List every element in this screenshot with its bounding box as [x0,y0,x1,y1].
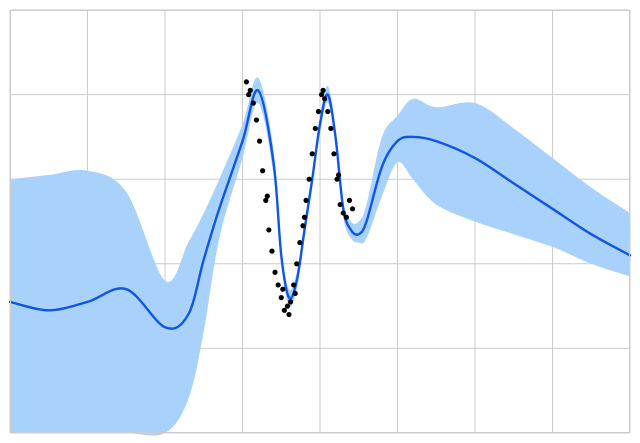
observation-point [264,193,270,199]
observation-point [286,311,292,318]
observation-point [294,261,300,267]
observation-point [312,125,318,132]
observation-point [278,295,284,301]
observation-point [247,87,253,93]
observation-point [331,151,337,157]
observation-point [275,282,281,288]
observation-point [306,176,312,182]
observation-point [281,307,287,313]
observation-point [253,117,260,123]
observation-point [300,223,306,229]
observation-point [346,197,353,203]
observation-point [322,96,328,102]
observation-points [243,79,356,318]
observation-point [334,176,340,182]
observation-point [297,240,303,246]
observation-point [243,79,249,85]
observation-point [287,299,294,305]
observation-point [269,248,275,254]
observation-point [250,100,256,106]
observation-point [266,227,272,233]
observation-point [246,92,252,98]
observation-point [349,206,356,212]
observation-point [340,210,346,216]
observation-point [284,303,291,309]
observation-point [256,138,263,144]
observation-point [272,269,278,275]
mean-prediction-line [8,89,632,330]
observation-point [263,197,269,203]
observation-point [260,168,266,174]
confidence-band [10,77,630,436]
observation-point [320,87,326,93]
observation-point [315,108,322,115]
observation-point [309,151,315,157]
observation-point [292,290,298,297]
observation-point [301,214,308,220]
observation-point [328,125,334,132]
observation-point [343,214,349,220]
observation-point [325,108,331,115]
observation-point [336,172,342,178]
observation-point [280,286,286,292]
observation-point [318,92,325,98]
observation-point [303,197,309,203]
observation-point [291,282,297,288]
plot-frame [10,10,630,433]
observation-point [337,201,343,208]
